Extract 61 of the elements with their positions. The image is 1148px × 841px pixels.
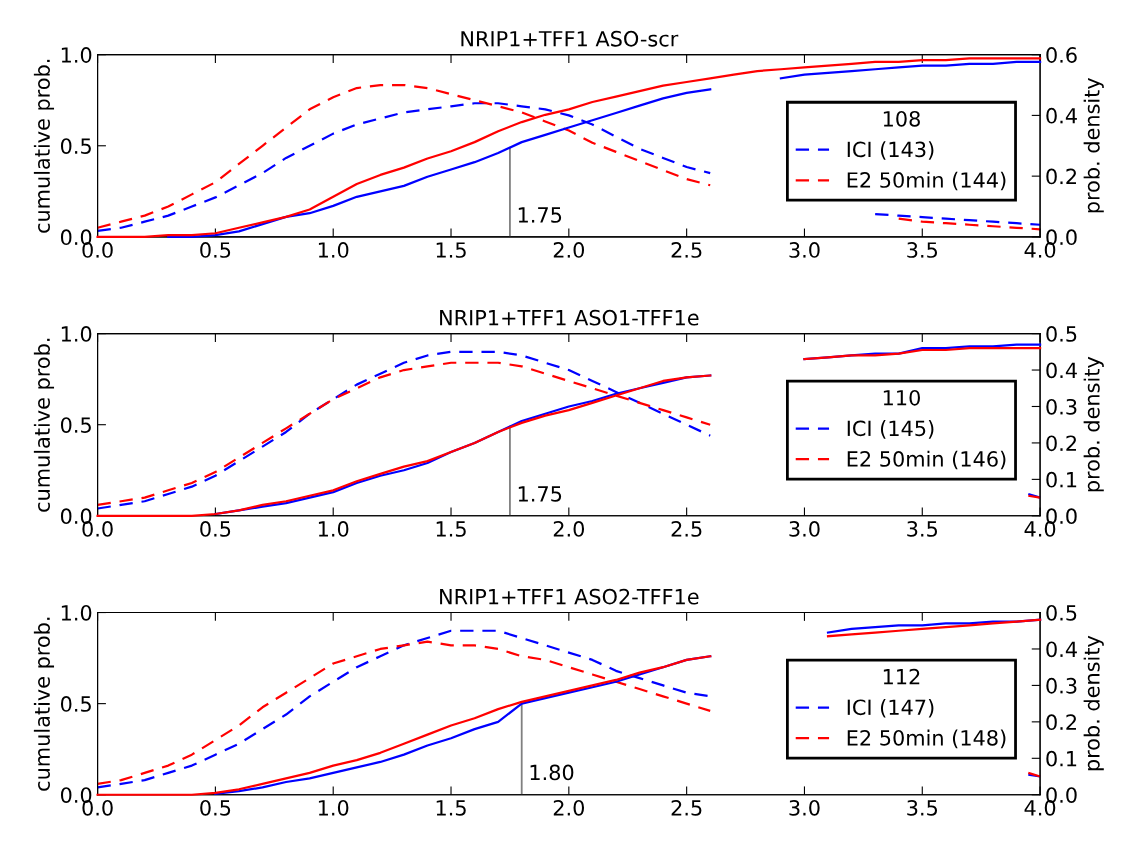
y-axis-title: cumulative prob. — [33, 617, 55, 791]
legend-label: E2 50min (144) — [847, 171, 1006, 191]
ref-line-label: 1.75 — [518, 486, 562, 502]
y2-tick-label: 0.1 — [1046, 750, 1077, 767]
ref-line-label: 1.80 — [530, 764, 574, 781]
legend-title: 110 — [883, 389, 920, 406]
y2-tick-label: 0.6 — [1046, 47, 1077, 63]
x-tick-label: 3.5 — [907, 799, 938, 816]
y2-tick-label: 0.3 — [1046, 398, 1077, 415]
legend-label: E2 50min (146) — [847, 450, 1006, 470]
y-tick-label: 0.5 — [60, 138, 91, 154]
x-tick-label: 1.5 — [436, 800, 466, 816]
x-tick-label: 3.0 — [789, 242, 820, 258]
ref-line-label: 1.75 — [518, 207, 562, 223]
chart-title: NRIP1+TFF1 ASO2-TFF1e — [440, 588, 699, 605]
y2-tick-label: 0.1 — [1046, 471, 1077, 488]
y-axis-title: cumulative prob. — [33, 59, 55, 233]
x-tick-label: 2.5 — [671, 521, 702, 537]
y-tick-label: 0.5 — [60, 417, 91, 433]
y2-tick-label: 0.4 — [1046, 641, 1077, 658]
y2-tick-label: 0.2 — [1046, 168, 1076, 185]
x-tick-label: 1.0 — [318, 799, 349, 816]
y2-tick-label: 0.5 — [1046, 604, 1077, 621]
x-tick-label: 1.5 — [436, 242, 466, 258]
x-tick-label: 3.5 — [907, 521, 938, 537]
y-tick-label: 1.0 — [61, 326, 92, 342]
y2-tick-label: 0.4 — [1046, 107, 1077, 124]
y-tick-label: 1.0 — [61, 47, 92, 63]
x-tick-label: 3.5 — [907, 242, 938, 258]
x-tick-label: 2.5 — [671, 242, 702, 258]
x-tick-label: 1.0 — [318, 521, 349, 537]
legend-title: 112 — [883, 668, 920, 685]
chart-title: NRIP1+TFF1 ASO-scr — [461, 30, 679, 47]
y2-tick-label: 0.4 — [1046, 362, 1077, 379]
y2-axis-title: prob. density — [1083, 635, 1104, 771]
x-tick-label: 0.5 — [200, 521, 231, 537]
y-tick-label: 0.5 — [60, 696, 91, 712]
x-tick-label: 0.5 — [200, 799, 231, 816]
y-tick-label: 1.0 — [61, 604, 92, 621]
x-tick-label: 1.5 — [436, 521, 466, 537]
legend-title: 108 — [883, 110, 920, 127]
x-tick-label: 1.0 — [318, 242, 349, 258]
legend-label: ICI (143) — [847, 141, 934, 160]
chart-title: NRIP1+TFF1 ASO1-TFF1e — [440, 309, 699, 326]
x-tick-label: 3.0 — [789, 521, 820, 537]
y2-tick-label: 0.2 — [1046, 435, 1076, 452]
x-tick-label: 2.0 — [553, 242, 585, 258]
y2-tick-label: 0.2 — [1046, 714, 1076, 731]
legend-label: ICI (147) — [847, 699, 934, 718]
x-tick-label: 0.5 — [200, 242, 231, 258]
y-axis-title: cumulative prob. — [33, 338, 55, 512]
y2-axis-title: prob. density — [1083, 77, 1104, 213]
y2-axis-title: prob. density — [1083, 356, 1104, 492]
x-tick-label: 2.0 — [553, 521, 585, 537]
x-tick-label: 3.0 — [789, 799, 820, 816]
x-tick-label: 2.0 — [553, 799, 585, 816]
x-tick-label: 2.5 — [671, 799, 702, 816]
y2-tick-label: 0.5 — [1046, 326, 1077, 342]
legend-label: E2 50min (148) — [847, 729, 1006, 749]
y2-tick-label: 0.3 — [1046, 677, 1077, 694]
legend-label: ICI (145) — [847, 420, 934, 439]
